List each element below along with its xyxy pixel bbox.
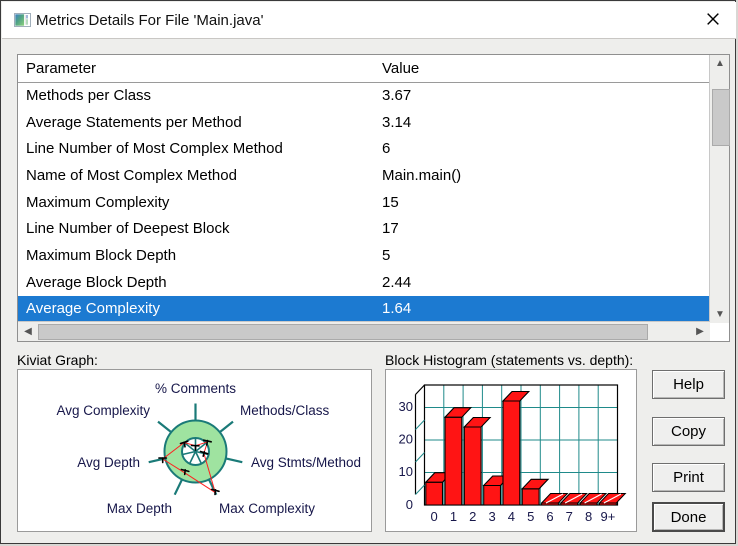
- svg-text:Avg Depth: Avg Depth: [77, 455, 140, 470]
- svg-text:0: 0: [430, 509, 437, 524]
- svg-text:Max Depth: Max Depth: [107, 501, 172, 516]
- svg-text:3: 3: [488, 509, 495, 524]
- svg-text:Max Complexity: Max Complexity: [219, 501, 315, 516]
- svg-text:4: 4: [508, 509, 515, 524]
- svg-text:Avg Complexity: Avg Complexity: [56, 403, 150, 418]
- svg-text:20: 20: [399, 432, 413, 447]
- svg-text:5: 5: [527, 509, 534, 524]
- svg-text:9+: 9+: [600, 509, 615, 524]
- svg-text:6: 6: [546, 509, 553, 524]
- svg-text:1: 1: [450, 509, 457, 524]
- svg-text:0: 0: [406, 497, 413, 512]
- svg-text:% Comments: % Comments: [155, 381, 236, 396]
- svg-text:10: 10: [399, 464, 413, 479]
- svg-text:7: 7: [566, 509, 573, 524]
- svg-text:Avg Stmts/Method: Avg Stmts/Method: [251, 455, 361, 470]
- svg-text:8: 8: [585, 509, 592, 524]
- svg-text:Methods/Class: Methods/Class: [240, 403, 330, 418]
- svg-text:30: 30: [399, 399, 413, 414]
- svg-text:2: 2: [469, 509, 476, 524]
